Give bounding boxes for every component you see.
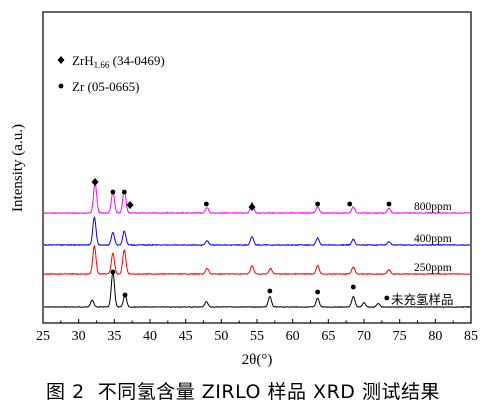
xrd-chart: 25 30 35 40 45 50 55 60 65 70 75 80 85 未充氢样品 250ppm 40…	[10, 11, 478, 368]
diamond-marker	[91, 178, 99, 186]
series-label: 400ppm	[414, 233, 452, 245]
legend-label-zrh: ZrH1.66 (34-0469)	[72, 53, 165, 70]
dot-marker	[350, 284, 356, 290]
x-axis-label: 2θ(°)	[242, 352, 273, 368]
series-line	[44, 269, 471, 309]
x-tick-label: 65	[321, 329, 335, 344]
x-tick-label: 75	[393, 329, 407, 344]
x-tick-label: 70	[357, 329, 371, 344]
series-label: 800ppm	[414, 201, 452, 213]
diamond-marker	[126, 201, 134, 209]
series-label: 未充氢样品	[391, 292, 454, 307]
x-tick-label: 85	[464, 329, 478, 344]
x-tick-label: 45	[179, 329, 193, 344]
figure-caption: 图 2 不同氢含量 ZIRLO 样品 XRD 测试结果	[46, 381, 440, 403]
dot-marker	[347, 201, 353, 207]
y-axis-label: Intensity (a.u.)	[10, 124, 26, 212]
legend-dot-icon	[58, 83, 64, 89]
x-tick-label: 55	[250, 329, 264, 344]
series-line	[43, 216, 471, 247]
series-label: 250ppm	[414, 262, 452, 274]
plot-frame	[42, 11, 472, 324]
dot-marker	[203, 201, 209, 207]
dot-marker	[315, 201, 321, 207]
x-tick-label: 35	[107, 329, 121, 344]
x-tick-label: 40	[143, 329, 157, 344]
x-tick-label: 25	[36, 329, 50, 344]
legend-label-zr: Zr (05-0665)	[72, 79, 140, 94]
dot-marker	[110, 189, 116, 195]
x-tick-label: 50	[214, 329, 228, 344]
x-tick-label: 60	[286, 329, 300, 344]
dot-marker	[122, 292, 128, 298]
diamond-marker	[248, 203, 256, 211]
series-line	[43, 244, 471, 276]
x-tick-label: 80	[428, 329, 442, 344]
dot-marker	[386, 201, 392, 207]
legend-diamond-icon	[57, 56, 65, 64]
x-tick-label: 30	[72, 329, 86, 344]
series-line	[43, 181, 471, 215]
dot-marker	[110, 269, 116, 275]
dot-marker	[384, 295, 390, 301]
dot-marker	[121, 189, 127, 195]
dot-marker	[267, 288, 273, 294]
dot-marker	[315, 289, 321, 295]
